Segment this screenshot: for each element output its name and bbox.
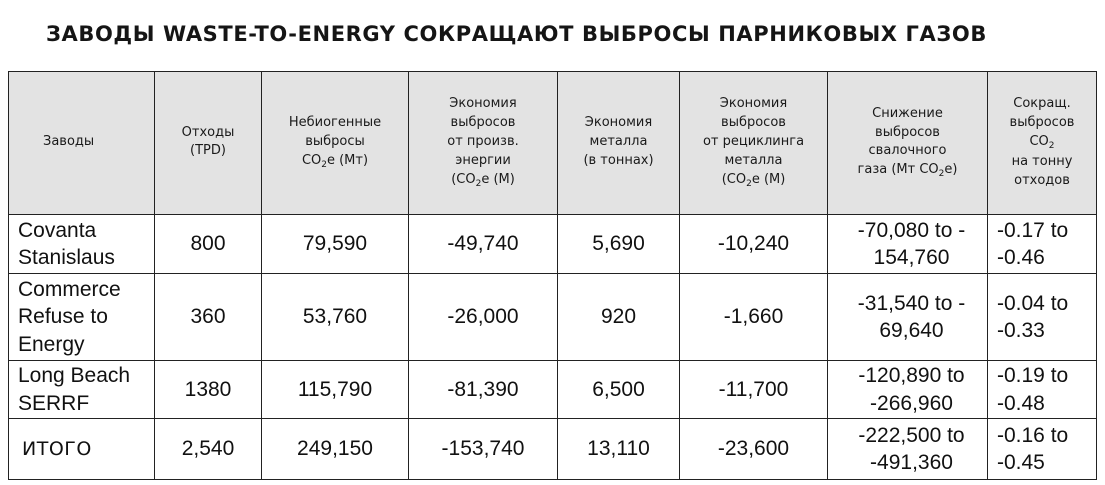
emissions-table: Заводы Отходы (TPD) Небиогенные выбросы … xyxy=(8,71,1097,480)
table-row: Long Beach SERRF 1380 115,790 -81,390 6,… xyxy=(8,360,1097,419)
header-waste: Отходы (TPD) xyxy=(154,71,262,215)
recycling-cell: -23,600 xyxy=(679,418,828,480)
energy-cell: -49,740 xyxy=(408,214,558,274)
per-ton-cell: -0.16 to -0.45 xyxy=(987,418,1097,480)
plant-name: Covanta Stanislaus xyxy=(8,214,155,274)
landfill-cell: -222,500 to -491,360 xyxy=(827,418,988,480)
waste-cell: 1380 xyxy=(154,360,262,419)
nonbio-cell: 79,590 xyxy=(261,214,409,274)
header-plants: Заводы xyxy=(8,71,155,215)
recycling-cell: -11,700 xyxy=(679,360,828,419)
header-per-ton: Сокращ. выбросов CO2 на тонну отходов xyxy=(987,71,1097,215)
energy-cell: -26,000 xyxy=(408,273,558,361)
nonbio-cell: 53,760 xyxy=(261,273,409,361)
page-title: ЗАВОДЫ WASTE-TO-ENERGY СОКРАЩАЮТ ВЫБРОСЫ… xyxy=(46,22,987,46)
header-energy-savings: Экономия выбросов от произв. энергии (CO… xyxy=(408,71,558,215)
landfill-cell: -31,540 to - 69,640 xyxy=(827,273,988,361)
header-nonbiogenic: Небиогенные выбросы CO2e (Мт) xyxy=(261,71,409,215)
total-label: ИТОГО xyxy=(8,418,155,480)
landfill-cell: -70,080 to - 154,760 xyxy=(827,214,988,274)
waste-cell: 2,540 xyxy=(154,418,262,480)
nonbio-cell: 249,150 xyxy=(261,418,409,480)
energy-cell: -153,740 xyxy=(408,418,558,480)
landfill-cell: -120,890 to -266,960 xyxy=(827,360,988,419)
recycling-cell: -10,240 xyxy=(679,214,828,274)
table-row: Covanta Stanislaus 800 79,590 -49,740 5,… xyxy=(8,214,1097,274)
table-row: Commerce Refuse to Energy 360 53,760 -26… xyxy=(8,273,1097,361)
waste-cell: 360 xyxy=(154,273,262,361)
waste-cell: 800 xyxy=(154,214,262,274)
nonbio-cell: 115,790 xyxy=(261,360,409,419)
table-row-total: ИТОГО 2,540 249,150 -153,740 13,110 -23,… xyxy=(8,418,1097,480)
header-recycling-savings: Экономия выбросов от рециклинга металла … xyxy=(679,71,828,215)
header-metal-savings: Экономия металла (в тоннах) xyxy=(557,71,680,215)
plant-name: Commerce Refuse to Energy xyxy=(8,273,155,361)
recycling-cell: -1,660 xyxy=(679,273,828,361)
energy-cell: -81,390 xyxy=(408,360,558,419)
header-landfill-reduction: Снижение выбросов свалочного газа (Мт CO… xyxy=(827,71,988,215)
metal-cell: 6,500 xyxy=(557,360,680,419)
metal-cell: 13,110 xyxy=(557,418,680,480)
table-header-row: Заводы Отходы (TPD) Небиогенные выбросы … xyxy=(8,71,1097,215)
per-ton-cell: -0.04 to -0.33 xyxy=(987,273,1097,361)
plant-name: Long Beach SERRF xyxy=(8,360,155,419)
metal-cell: 920 xyxy=(557,273,680,361)
per-ton-cell: -0.17 to -0.46 xyxy=(987,214,1097,274)
metal-cell: 5,690 xyxy=(557,214,680,274)
per-ton-cell: -0.19 to -0.48 xyxy=(987,360,1097,419)
